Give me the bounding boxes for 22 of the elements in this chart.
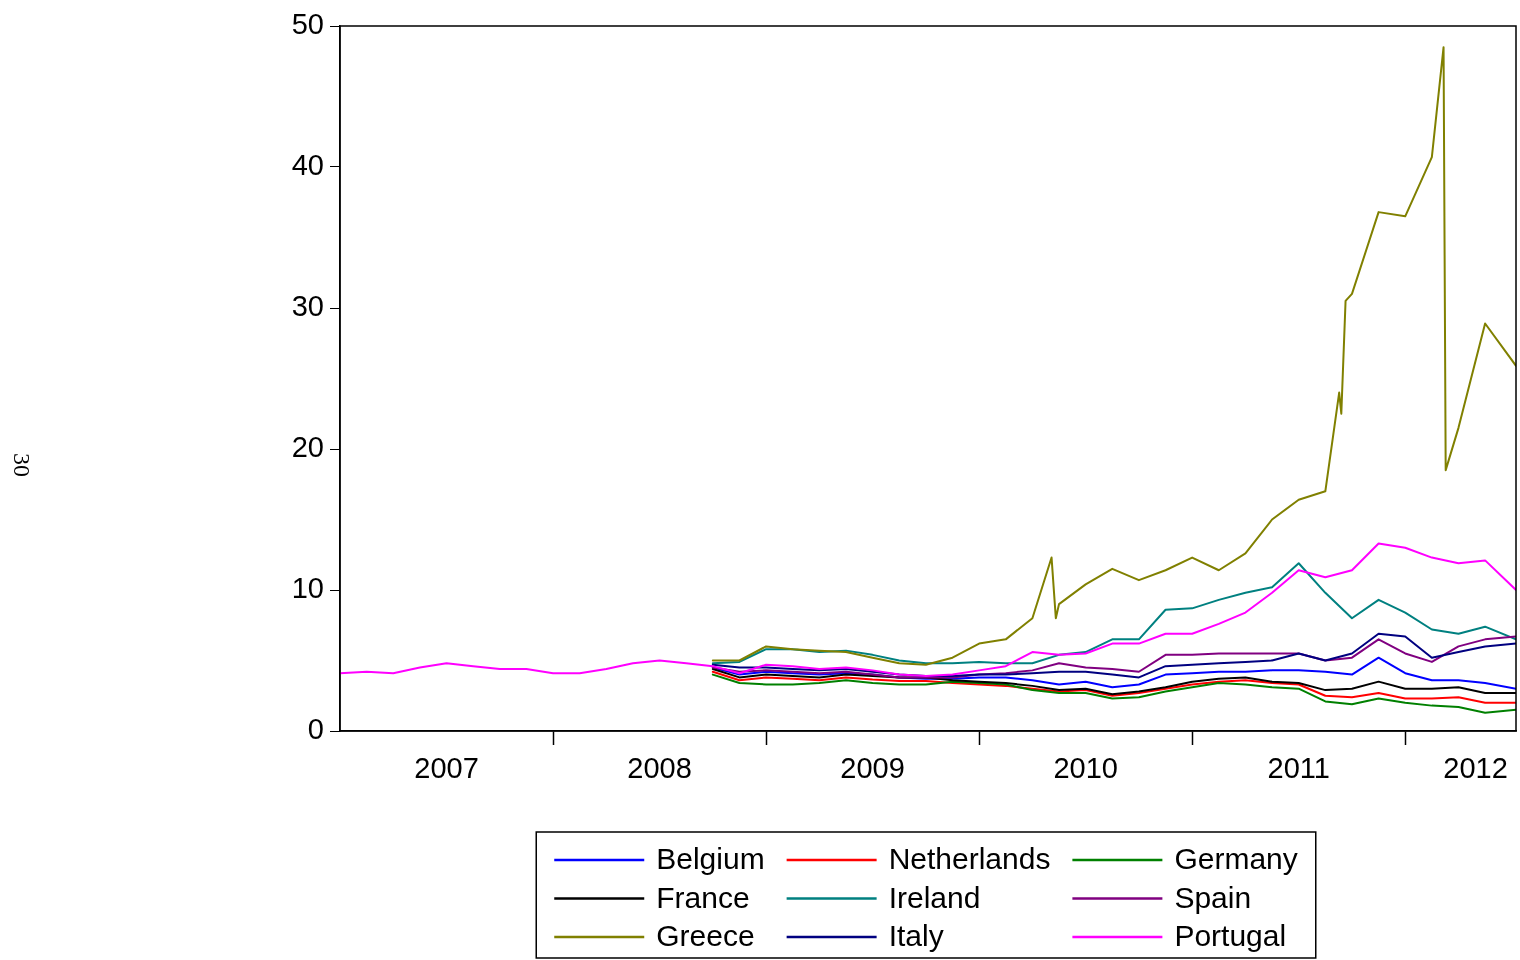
x-tick-label: 2010 [1053,752,1118,785]
y-tick-label: 40 [291,149,324,181]
legend-label: Belgium [656,842,765,876]
y-tick-label: 20 [291,431,324,463]
legend-label: France [656,880,750,914]
legend-label: Italy [888,919,944,953]
legend-label: Ireland [888,880,981,914]
x-tick-label: 2007 [414,752,479,785]
legend-label: Portugal [1174,919,1287,953]
legend-label: Germany [1174,842,1298,876]
y-tick-label: 50 [291,8,324,40]
x-tick-label: 2009 [840,752,905,785]
legend-label: Netherlands [888,842,1051,876]
y-tick-label: 30 [291,290,324,322]
legend-label: Spain [1174,880,1252,914]
y-tick-label: 0 [307,713,324,745]
x-tick-label: 2008 [627,752,692,785]
text: 30 [8,453,35,477]
y-tick-label: 10 [291,572,324,604]
x-tick-label: 2011 [1267,752,1330,785]
x-tick-label: 2012 [1443,752,1508,785]
legend-label: Greece [656,919,755,953]
